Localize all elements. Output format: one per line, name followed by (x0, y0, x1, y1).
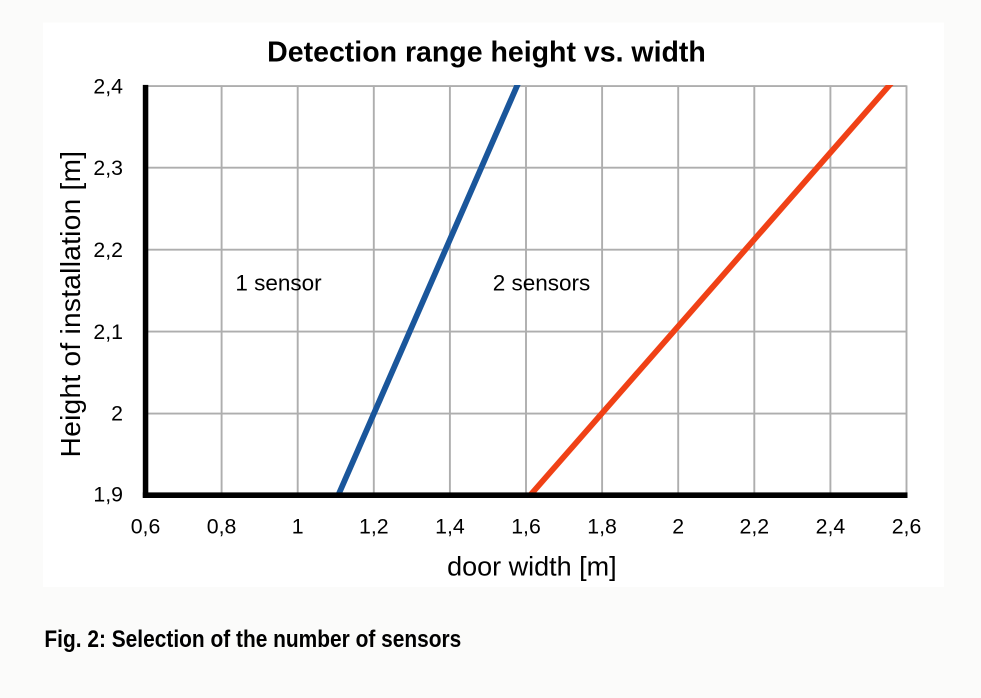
svg-text:2,2: 2,2 (739, 515, 769, 539)
svg-text:0,8: 0,8 (207, 515, 237, 539)
svg-text:2,6: 2,6 (892, 515, 922, 539)
svg-text:door width [m]: door width [m] (447, 552, 617, 582)
svg-text:2,3: 2,3 (93, 156, 123, 180)
svg-text:Fig. 2: Selection of the numbe: Fig. 2: Selection of the number of senso… (44, 625, 461, 652)
svg-text:Detection range height vs. wid: Detection range height vs. width (267, 36, 706, 68)
svg-text:1,2: 1,2 (359, 515, 389, 539)
svg-text:1 sensor: 1 sensor (235, 270, 322, 295)
svg-text:2,1: 2,1 (93, 320, 123, 344)
svg-text:Height of installation [m]: Height of installation [m] (55, 151, 86, 458)
svg-text:1: 1 (292, 515, 304, 539)
svg-text:2: 2 (111, 402, 123, 426)
svg-text:1,6: 1,6 (511, 515, 541, 539)
svg-text:1,4: 1,4 (435, 515, 465, 539)
svg-text:2,4: 2,4 (816, 515, 846, 539)
svg-text:2,4: 2,4 (93, 74, 123, 98)
svg-text:1,9: 1,9 (93, 483, 123, 507)
svg-text:2 sensors: 2 sensors (493, 270, 591, 295)
svg-text:2: 2 (672, 515, 684, 539)
svg-text:1,8: 1,8 (587, 515, 617, 539)
svg-text:2,2: 2,2 (93, 238, 123, 262)
svg-text:0,6: 0,6 (131, 515, 161, 539)
